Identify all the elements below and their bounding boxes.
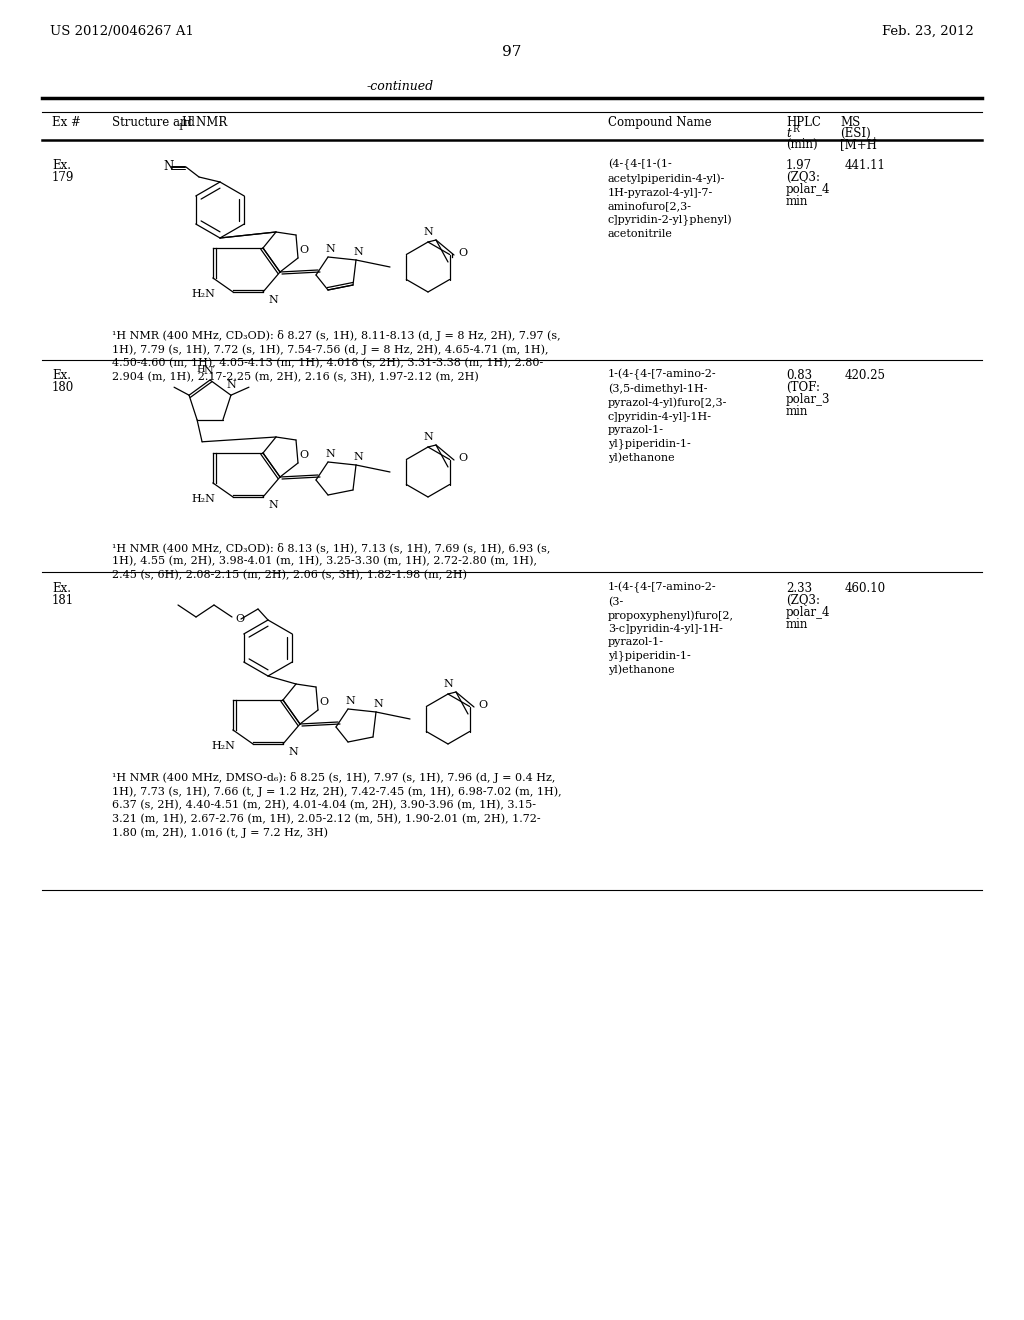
- Text: (ESI): (ESI): [840, 127, 870, 140]
- Text: Ex.: Ex.: [52, 370, 71, 381]
- Text: (ZQ3:: (ZQ3:: [786, 172, 820, 183]
- Text: min: min: [786, 618, 808, 631]
- Text: O: O: [478, 700, 487, 710]
- Text: polar_3: polar_3: [786, 393, 830, 407]
- Text: N: N: [373, 700, 383, 709]
- Text: Compound Name: Compound Name: [608, 116, 712, 129]
- Text: 1-(4-{4-[7-amino-2-
(3-
propoxyphenyl)furo[2,
3-c]pyridin-4-yl]-1H-
pyrazol-1-
y: 1-(4-{4-[7-amino-2- (3- propoxyphenyl)fu…: [608, 582, 734, 676]
- Text: polar_4: polar_4: [786, 606, 830, 619]
- Text: O: O: [319, 697, 329, 708]
- Text: US 2012/0046267 A1: US 2012/0046267 A1: [50, 25, 194, 38]
- Text: 441.11: 441.11: [845, 158, 886, 172]
- Text: N: N: [353, 247, 362, 257]
- Text: +: +: [870, 136, 878, 145]
- Text: 2.33: 2.33: [786, 582, 812, 595]
- Text: 180: 180: [52, 381, 75, 393]
- Text: Ex.: Ex.: [52, 582, 71, 595]
- Text: Feb. 23, 2012: Feb. 23, 2012: [883, 25, 974, 38]
- Text: N: N: [345, 696, 355, 706]
- Text: 0.83: 0.83: [786, 370, 812, 381]
- Text: ¹H NMR (400 MHz, CD₃OD): δ 8.13 (s, 1H), 7.13 (s, 1H), 7.69 (s, 1H), 6.93 (s,
1H: ¹H NMR (400 MHz, CD₃OD): δ 8.13 (s, 1H),…: [112, 543, 550, 581]
- Text: Ex #: Ex #: [52, 116, 81, 129]
- Text: N: N: [268, 294, 278, 305]
- Text: N: N: [288, 747, 298, 756]
- Text: H₂N: H₂N: [191, 289, 215, 300]
- Text: O: O: [234, 614, 244, 624]
- Text: -continued: -continued: [367, 81, 433, 92]
- Text: N: N: [423, 227, 433, 238]
- Text: 97: 97: [503, 45, 521, 59]
- Text: N: N: [353, 451, 362, 462]
- Text: 420.25: 420.25: [845, 370, 886, 381]
- Text: 1.97: 1.97: [786, 158, 812, 172]
- Text: O: O: [458, 453, 467, 463]
- Text: N: N: [423, 432, 433, 442]
- Text: 1: 1: [178, 123, 184, 132]
- Text: N: N: [268, 500, 278, 510]
- Text: O: O: [458, 248, 467, 257]
- Text: MS: MS: [840, 116, 860, 129]
- Text: N: N: [326, 244, 335, 253]
- Text: polar_4: polar_4: [786, 183, 830, 195]
- Text: ¹H NMR (400 MHz, CD₃OD): δ 8.27 (s, 1H), 8.11-8.13 (d, J = 8 Hz, 2H), 7.97 (s,
1: ¹H NMR (400 MHz, CD₃OD): δ 8.27 (s, 1H),…: [112, 330, 560, 383]
- Text: H₂N: H₂N: [191, 494, 215, 504]
- Text: O: O: [299, 450, 308, 459]
- Text: H: H: [197, 366, 205, 375]
- Text: (ZQ3:: (ZQ3:: [786, 594, 820, 607]
- Text: N: N: [163, 161, 173, 173]
- Text: Ex.: Ex.: [52, 158, 71, 172]
- Text: (4-{4-[1-(1-
acetylpiperidin-4-yl)-
1H-pyrazol-4-yl]-7-
aminofuro[2,3-
c]pyridin: (4-{4-[1-(1- acetylpiperidin-4-yl)- 1H-p…: [608, 158, 732, 239]
- Text: 460.10: 460.10: [845, 582, 886, 595]
- Text: min: min: [786, 195, 808, 209]
- Text: [M+H: [M+H: [840, 139, 877, 150]
- Text: (min): (min): [786, 139, 817, 150]
- Text: Structure and: Structure and: [112, 116, 199, 129]
- Text: (TOF:: (TOF:: [786, 381, 820, 393]
- Text: H₂N: H₂N: [211, 741, 234, 751]
- Text: N: N: [443, 678, 453, 689]
- Text: ¹H NMR (400 MHz, DMSO-d₆): δ 8.25 (s, 1H), 7.97 (s, 1H), 7.96 (d, J = 0.4 Hz,
1H: ¹H NMR (400 MHz, DMSO-d₆): δ 8.25 (s, 1H…: [112, 772, 561, 838]
- Text: min: min: [786, 405, 808, 418]
- Text: N: N: [203, 366, 213, 376]
- Text: t: t: [786, 127, 791, 140]
- Text: R: R: [792, 125, 799, 135]
- Text: H NMR: H NMR: [182, 116, 227, 129]
- Text: O: O: [299, 246, 308, 255]
- Text: 181: 181: [52, 594, 74, 607]
- Text: N: N: [326, 449, 335, 459]
- Text: 179: 179: [52, 172, 75, 183]
- Text: HPLC: HPLC: [786, 116, 821, 129]
- Text: N: N: [226, 380, 236, 391]
- Text: 1-(4-{4-[7-amino-2-
(3,5-dimethyl-1H-
pyrazol-4-yl)furo[2,3-
c]pyridin-4-yl]-1H-: 1-(4-{4-[7-amino-2- (3,5-dimethyl-1H- py…: [608, 370, 727, 463]
